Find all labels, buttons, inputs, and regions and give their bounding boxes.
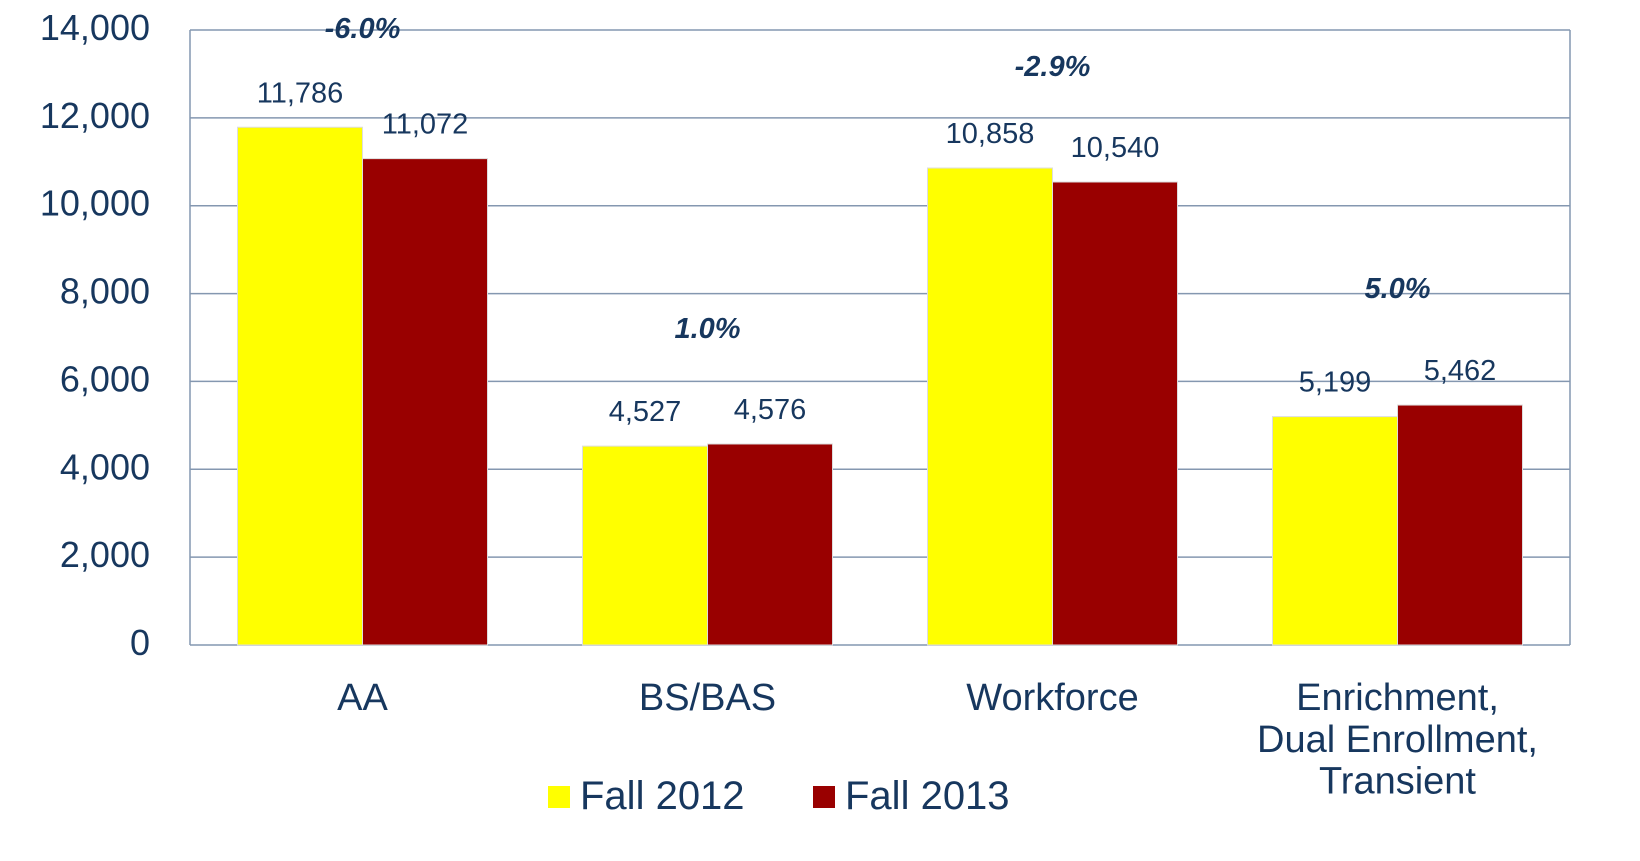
y-tick-label: 10,000 — [40, 182, 150, 223]
bar — [1052, 181, 1178, 646]
value-label: 10,858 — [946, 118, 1035, 150]
value-label: 11,072 — [382, 108, 469, 140]
x-tick-label: BS/BAS — [639, 677, 776, 719]
bar — [582, 445, 708, 646]
x-tick-label: Enrichment, Dual Enrollment, Transient — [1257, 677, 1538, 803]
bar — [1272, 416, 1398, 646]
value-label: 4,576 — [734, 394, 807, 426]
y-tick-label: 0 — [130, 622, 150, 663]
value-label: 4,527 — [609, 396, 682, 428]
annotation: -2.9% — [1015, 51, 1091, 83]
legend-swatch — [548, 786, 570, 808]
y-tick-label: 12,000 — [40, 94, 150, 135]
value-label: 5,199 — [1299, 366, 1372, 398]
value-label: 5,462 — [1424, 355, 1497, 387]
bar — [237, 126, 363, 646]
x-tick-label: AA — [337, 677, 388, 719]
y-tick-label: 2,000 — [60, 534, 150, 575]
legend-label: Fall 2012 — [580, 774, 745, 818]
y-tick-label: 6,000 — [60, 358, 150, 399]
bar — [707, 443, 833, 646]
annotation: -6.0% — [325, 13, 401, 45]
annotation: 5.0% — [1364, 273, 1430, 305]
bar — [927, 167, 1053, 646]
legend-label: Fall 2013 — [845, 774, 1010, 818]
y-tick-label: 4,000 — [60, 446, 150, 487]
annotation: 1.0% — [674, 313, 740, 345]
bar — [362, 158, 488, 646]
y-tick-label: 14,000 — [40, 7, 150, 48]
value-label: 11,786 — [257, 77, 344, 109]
legend-swatch — [813, 786, 835, 808]
bar — [1397, 404, 1523, 646]
value-label: 10,540 — [1071, 132, 1160, 164]
y-tick-label: 8,000 — [60, 270, 150, 311]
x-tick-label: Workforce — [966, 677, 1138, 719]
